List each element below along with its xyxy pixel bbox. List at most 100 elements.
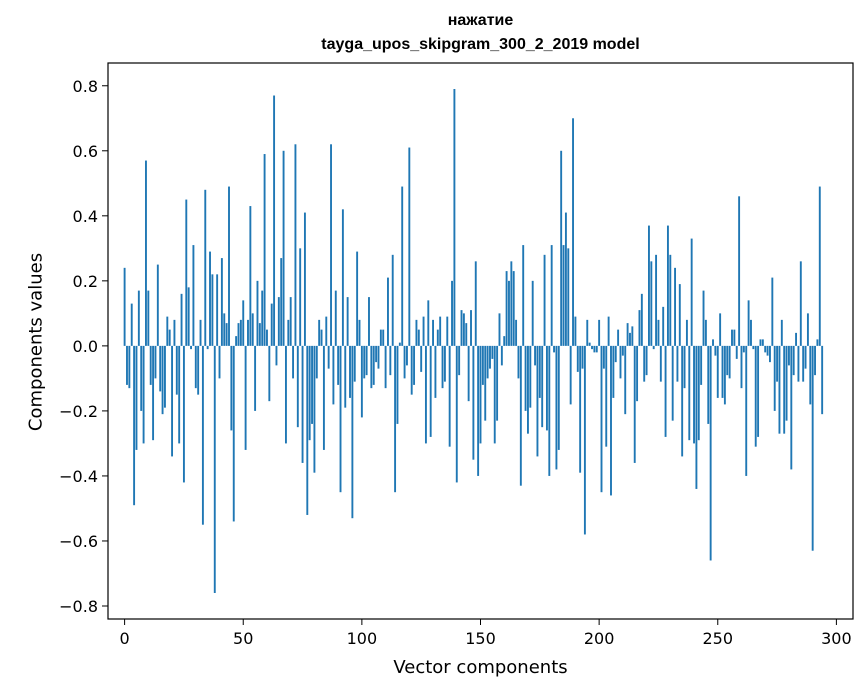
bar-79 [311, 345, 313, 424]
bar-270 [764, 345, 767, 353]
bar-175 [538, 345, 541, 398]
bar-231 [671, 345, 674, 421]
bar-195 [586, 319, 589, 346]
bar-8 [142, 345, 145, 444]
bar-51 [244, 345, 247, 450]
bar-96 [351, 345, 354, 519]
bar-104 [370, 345, 373, 389]
bar-73 [296, 345, 299, 428]
y-tick-label: 0.6 [73, 142, 98, 161]
bar-288 [806, 313, 809, 346]
bar-76 [303, 212, 306, 346]
bar-74 [299, 248, 302, 346]
bar-198 [593, 345, 596, 353]
y-tick-label: 0.0 [73, 337, 98, 356]
bar-254 [726, 345, 729, 376]
bar-277 [780, 319, 783, 346]
bar-1 [126, 345, 128, 385]
bar-95 [349, 345, 351, 398]
bar-253 [723, 345, 726, 405]
bar-276 [778, 345, 781, 434]
bar-23 [178, 345, 181, 444]
bar-284 [797, 345, 800, 382]
bar-169 [524, 345, 527, 411]
bar-112 [389, 345, 392, 376]
bar-19 [168, 329, 171, 346]
bar-103 [368, 297, 370, 346]
bar-65 [277, 297, 280, 346]
bar-31 [197, 345, 200, 395]
bar-114 [394, 345, 397, 493]
bar-109 [382, 329, 385, 346]
bar-41 [220, 258, 223, 346]
bar-273 [771, 277, 774, 346]
bar-82 [318, 319, 321, 346]
bar-105 [372, 345, 375, 385]
bar-77 [306, 345, 309, 515]
bar-146 [470, 310, 472, 346]
bar-57 [258, 323, 261, 346]
bar-101 [363, 345, 366, 379]
bar-150 [479, 345, 482, 444]
bar-232 [674, 267, 677, 346]
bar-233 [676, 345, 679, 382]
bar-259 [738, 196, 741, 346]
y-tick-label: 0.2 [73, 272, 98, 291]
bar-162 [508, 280, 510, 346]
bar-151 [481, 345, 484, 385]
bar-274 [773, 345, 776, 411]
bar-102 [365, 345, 368, 376]
bar-32 [199, 319, 202, 346]
bar-252 [721, 345, 724, 398]
bar-28 [190, 345, 192, 350]
bar-62 [270, 303, 273, 346]
chart-title-line-1: нажатие [447, 12, 514, 29]
bar-249 [714, 345, 717, 356]
bar-246 [707, 345, 710, 424]
bar-78 [308, 345, 311, 441]
bar-35 [206, 345, 209, 350]
bar-214 [631, 326, 634, 346]
bar-204 [607, 316, 610, 346]
bar-265 [752, 345, 755, 350]
bar-163 [510, 261, 513, 346]
x-tick-label: 100 [347, 629, 378, 648]
bar-240 [693, 345, 695, 444]
bar-181 [553, 345, 555, 353]
bar-128 [427, 300, 430, 346]
bar-134 [441, 345, 444, 389]
bar-94 [346, 297, 349, 346]
bar-197 [591, 345, 593, 350]
bar-46 [232, 345, 235, 522]
bar-222 [650, 261, 653, 346]
bar-138 [451, 280, 453, 346]
bar-239 [690, 238, 693, 346]
bar-97 [353, 345, 356, 382]
bar-67 [282, 150, 285, 346]
bar-266 [754, 345, 757, 447]
bar-218 [640, 293, 643, 346]
bar-148 [474, 261, 477, 346]
x-tick-label: 50 [233, 629, 253, 648]
bar-287 [804, 345, 807, 369]
bar-279 [785, 345, 788, 421]
bar-258 [735, 345, 738, 359]
bar-178 [545, 345, 548, 431]
bar-226 [659, 345, 662, 382]
bar-228 [664, 345, 667, 437]
bar-257 [733, 329, 736, 346]
bar-227 [662, 306, 665, 346]
bar-217 [638, 310, 641, 346]
bar-119 [406, 345, 408, 366]
bar-179 [548, 345, 551, 476]
bar-3 [130, 303, 133, 346]
bar-208 [617, 329, 620, 346]
bar-71 [292, 345, 295, 379]
bar-17 [163, 345, 166, 408]
bar-80 [313, 345, 316, 473]
bar-64 [275, 345, 278, 366]
bar-230 [669, 254, 672, 346]
bar-268 [759, 339, 762, 346]
x-tick-label: 300 [821, 629, 852, 648]
bar-111 [387, 277, 389, 346]
